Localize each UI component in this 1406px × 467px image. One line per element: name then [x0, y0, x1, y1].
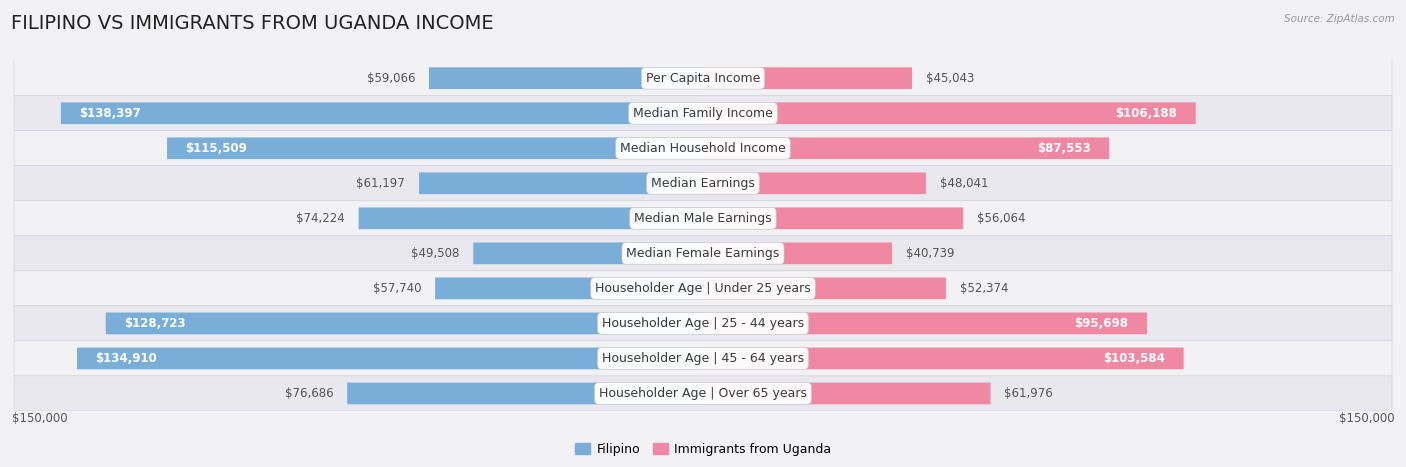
Text: $45,043: $45,043 — [927, 72, 974, 85]
FancyBboxPatch shape — [703, 67, 912, 89]
Text: $56,064: $56,064 — [977, 212, 1025, 225]
Text: $76,686: $76,686 — [284, 387, 333, 400]
FancyBboxPatch shape — [429, 67, 703, 89]
FancyBboxPatch shape — [14, 131, 1392, 166]
Legend: Filipino, Immigrants from Uganda: Filipino, Immigrants from Uganda — [569, 438, 837, 461]
Text: $61,197: $61,197 — [356, 177, 405, 190]
Text: $74,224: $74,224 — [295, 212, 344, 225]
FancyBboxPatch shape — [14, 236, 1392, 271]
Text: FILIPINO VS IMMIGRANTS FROM UGANDA INCOME: FILIPINO VS IMMIGRANTS FROM UGANDA INCOM… — [11, 14, 494, 33]
FancyBboxPatch shape — [419, 172, 703, 194]
FancyBboxPatch shape — [703, 277, 946, 299]
Text: Median Male Earnings: Median Male Earnings — [634, 212, 772, 225]
Text: Householder Age | Over 65 years: Householder Age | Over 65 years — [599, 387, 807, 400]
Text: Median Female Earnings: Median Female Earnings — [627, 247, 779, 260]
Text: $52,374: $52,374 — [960, 282, 1008, 295]
Text: $48,041: $48,041 — [939, 177, 988, 190]
Text: Per Capita Income: Per Capita Income — [645, 72, 761, 85]
Text: Median Earnings: Median Earnings — [651, 177, 755, 190]
FancyBboxPatch shape — [60, 102, 703, 124]
FancyBboxPatch shape — [703, 137, 1109, 159]
FancyBboxPatch shape — [474, 242, 703, 264]
FancyBboxPatch shape — [105, 312, 703, 334]
FancyBboxPatch shape — [14, 166, 1392, 201]
Text: $95,698: $95,698 — [1074, 317, 1129, 330]
Text: Median Household Income: Median Household Income — [620, 142, 786, 155]
Text: Householder Age | 45 - 64 years: Householder Age | 45 - 64 years — [602, 352, 804, 365]
Text: Median Family Income: Median Family Income — [633, 107, 773, 120]
Text: $103,584: $103,584 — [1104, 352, 1166, 365]
FancyBboxPatch shape — [167, 137, 703, 159]
Text: Source: ZipAtlas.com: Source: ZipAtlas.com — [1284, 14, 1395, 24]
FancyBboxPatch shape — [14, 96, 1392, 131]
FancyBboxPatch shape — [703, 382, 991, 404]
Text: $138,397: $138,397 — [79, 107, 141, 120]
FancyBboxPatch shape — [703, 312, 1147, 334]
FancyBboxPatch shape — [703, 242, 891, 264]
FancyBboxPatch shape — [347, 382, 703, 404]
FancyBboxPatch shape — [703, 172, 927, 194]
Text: $59,066: $59,066 — [367, 72, 415, 85]
Text: $61,976: $61,976 — [1004, 387, 1053, 400]
FancyBboxPatch shape — [77, 347, 703, 369]
FancyBboxPatch shape — [14, 61, 1392, 96]
Text: $57,740: $57,740 — [373, 282, 422, 295]
Text: $134,910: $134,910 — [96, 352, 157, 365]
FancyBboxPatch shape — [359, 207, 703, 229]
Text: Householder Age | Under 25 years: Householder Age | Under 25 years — [595, 282, 811, 295]
Text: $150,000: $150,000 — [1339, 412, 1395, 425]
FancyBboxPatch shape — [434, 277, 703, 299]
FancyBboxPatch shape — [14, 306, 1392, 341]
FancyBboxPatch shape — [14, 376, 1392, 411]
Text: $128,723: $128,723 — [124, 317, 186, 330]
Text: $106,188: $106,188 — [1115, 107, 1177, 120]
FancyBboxPatch shape — [14, 271, 1392, 306]
Text: $49,508: $49,508 — [411, 247, 460, 260]
Text: $87,553: $87,553 — [1036, 142, 1091, 155]
FancyBboxPatch shape — [703, 102, 1195, 124]
Text: Householder Age | 25 - 44 years: Householder Age | 25 - 44 years — [602, 317, 804, 330]
Text: $115,509: $115,509 — [186, 142, 247, 155]
Text: $150,000: $150,000 — [11, 412, 67, 425]
FancyBboxPatch shape — [14, 201, 1392, 236]
FancyBboxPatch shape — [703, 347, 1184, 369]
FancyBboxPatch shape — [14, 341, 1392, 376]
FancyBboxPatch shape — [703, 207, 963, 229]
Text: $40,739: $40,739 — [905, 247, 955, 260]
